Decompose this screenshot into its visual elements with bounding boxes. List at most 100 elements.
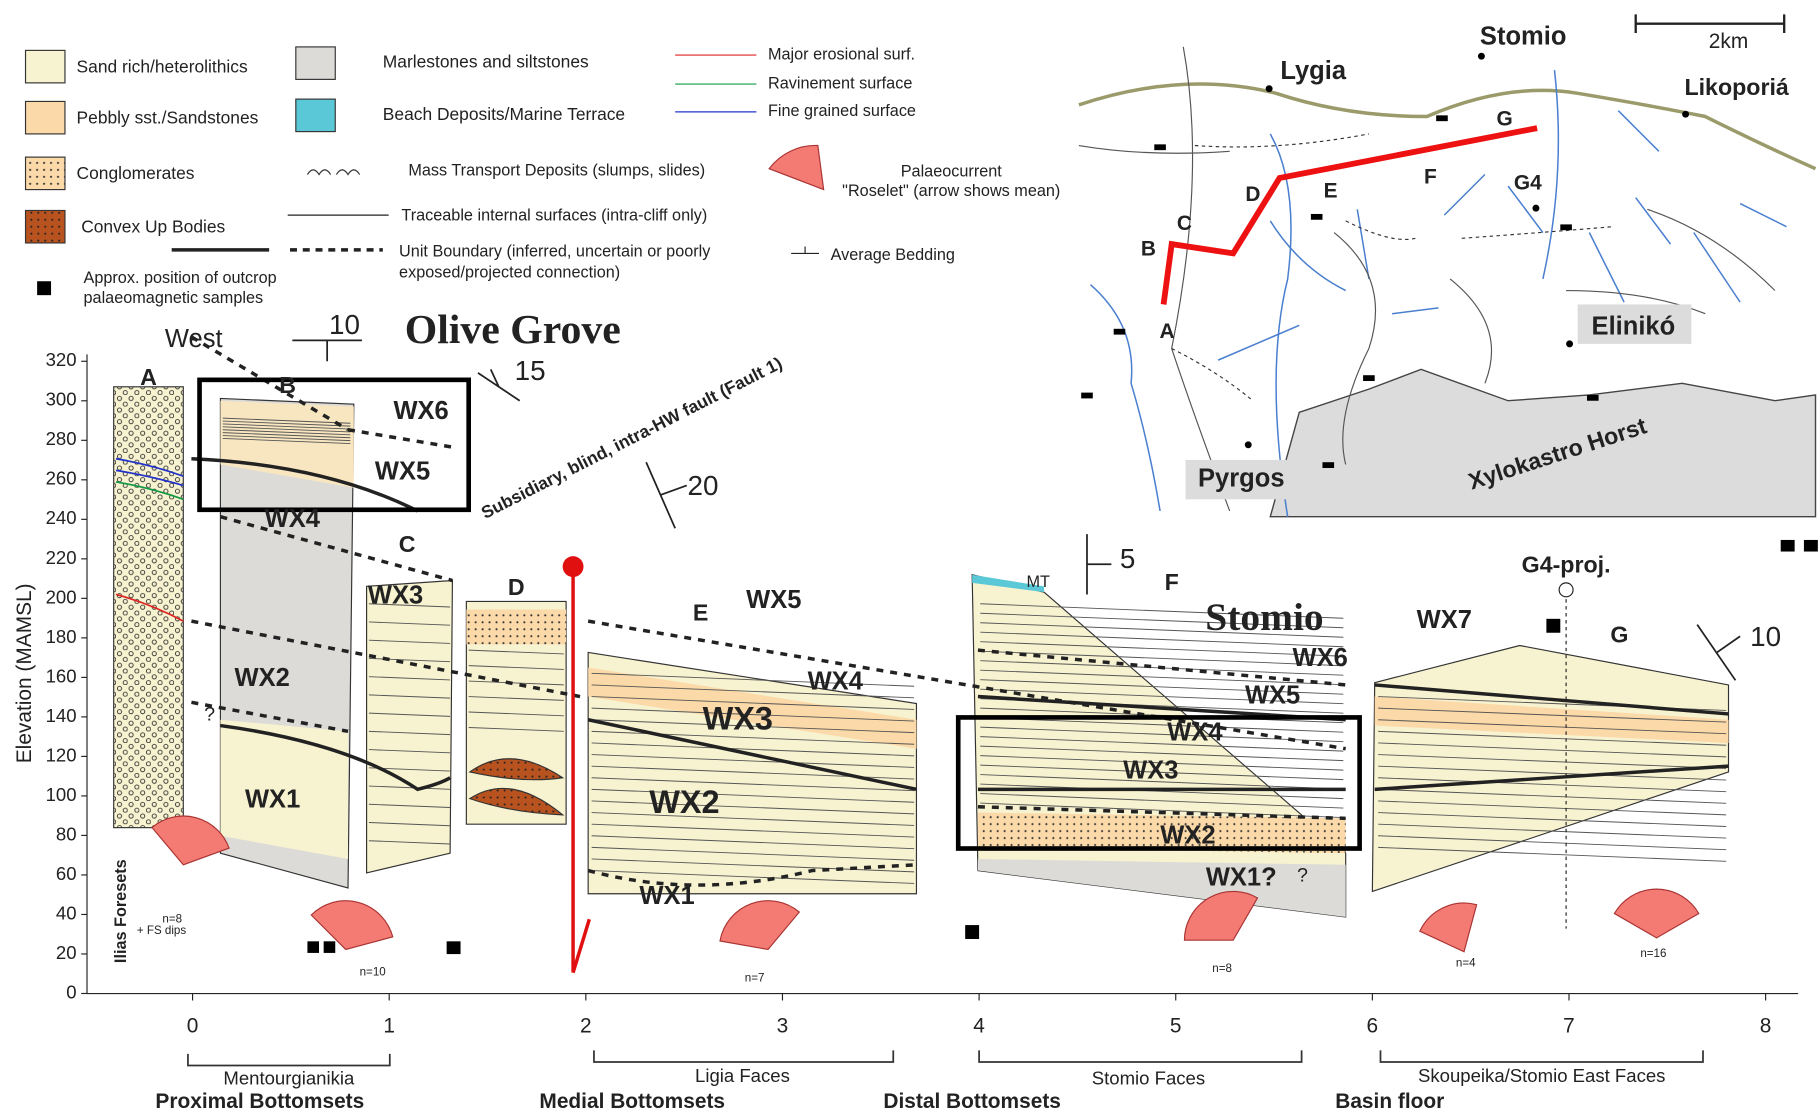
x-tick-label: 5 — [1170, 1015, 1182, 1038]
unit-label: WX1 — [639, 882, 694, 910]
y-tick-label: 200 — [46, 586, 77, 607]
roselet — [311, 901, 393, 950]
label: Average Bedding — [831, 246, 955, 264]
legend-symbol — [769, 145, 824, 189]
label: Traceable internal surfaces (intra-cliff… — [401, 207, 707, 225]
y-tick-label: 280 — [46, 428, 77, 449]
label: Ravinement surface — [768, 74, 912, 92]
roselet-label: n=16 — [1640, 947, 1666, 960]
roselet — [1184, 891, 1257, 940]
y-tick-label: 40 — [56, 902, 77, 923]
x-tick-label: 1 — [383, 1015, 395, 1038]
zone-label: Medial Bottomsets — [539, 1090, 725, 1113]
roselet — [1420, 903, 1477, 952]
label: Ilias Foresets — [112, 859, 130, 963]
legend-swatch — [26, 210, 65, 242]
site-label: E — [1324, 179, 1338, 202]
place-label: Lygia — [1280, 57, 1347, 85]
label: ? — [1297, 865, 1308, 887]
place-label: Pyrgos — [1198, 464, 1285, 492]
roselet-label: n=8 — [1212, 962, 1232, 975]
label: Pebbly sst./Sandstones — [77, 107, 259, 127]
y-tick-label: 180 — [46, 626, 77, 647]
unit-label: WX5 — [1245, 681, 1300, 709]
title: Stomio — [1205, 595, 1323, 639]
label: exposed/projected connection) — [399, 263, 620, 281]
legend-swatch — [26, 101, 65, 133]
label: Mass Transport Deposits (slumps, slides) — [408, 161, 705, 179]
log-label: C — [399, 531, 416, 557]
x-tick-label: 8 — [1760, 1015, 1772, 1038]
y-tick-label: 260 — [46, 468, 77, 489]
dip-label: 5 — [1120, 543, 1135, 574]
unit-label: WX2 — [649, 784, 719, 820]
y-tick-label: 220 — [46, 547, 77, 568]
site-label: D — [1245, 183, 1260, 206]
label: Fine grained surface — [768, 102, 916, 120]
y-tick-label: 60 — [56, 863, 77, 884]
label: G4-proj. — [1522, 552, 1611, 578]
face-label: Ligia Faces — [695, 1065, 790, 1086]
x-tick-label: 4 — [973, 1015, 985, 1038]
unit-label: WX5 — [746, 586, 801, 614]
label: Major erosional surf. — [768, 45, 915, 63]
unit-label: WX3 — [703, 700, 773, 736]
log-label: B — [279, 372, 296, 398]
y-tick-label: 20 — [56, 942, 77, 963]
face-label: Skoupeika/Stomio East Faces — [1418, 1065, 1665, 1086]
place-label: Stomio — [1480, 22, 1566, 50]
dip-label: 10 — [329, 309, 360, 340]
label: Approx. position of outcrop — [84, 269, 277, 287]
label: MT — [1027, 573, 1051, 591]
unit-label: WX6 — [1293, 644, 1348, 672]
roselet-label: n=10 — [360, 966, 386, 979]
site-label: F — [1424, 166, 1437, 189]
roselet-label: n=4 — [1456, 956, 1476, 969]
x-tick-label: 2 — [580, 1015, 592, 1038]
label: Convex Up Bodies — [81, 216, 225, 236]
y-tick-label: 80 — [56, 823, 77, 844]
x-tick-label: 7 — [1563, 1015, 1575, 1038]
unit-label: WX3 — [368, 582, 423, 610]
place-label: Likoporiá — [1684, 74, 1788, 100]
zone-label: Basin floor — [1335, 1090, 1444, 1113]
zone-label: Proximal Bottomsets — [155, 1090, 364, 1113]
label: + FS dips — [137, 924, 186, 937]
legend-swatch — [37, 281, 51, 295]
unit-label: WX4 — [1167, 718, 1223, 746]
site-label: B — [1141, 237, 1156, 260]
title: Olive Grove — [405, 307, 621, 353]
site-label: G4 — [1514, 171, 1542, 194]
x-tick-label: 6 — [1367, 1015, 1379, 1038]
unit-label: WX6 — [393, 397, 448, 425]
axis-title: Elevation (MAMSL) — [13, 583, 36, 763]
unit-label: WX2 — [235, 664, 290, 692]
unit-label: WX1? — [1206, 863, 1277, 891]
label: Beach Deposits/Marine Terrace — [383, 104, 625, 124]
y-tick-label: 320 — [46, 349, 77, 370]
site-label: A — [1159, 320, 1174, 343]
label: "Roselet" (arrow shows mean) — [842, 182, 1060, 200]
y-tick-label: 160 — [46, 665, 77, 686]
label: Palaeocurrent — [901, 162, 1003, 180]
roselet — [1614, 889, 1698, 938]
x-tick-label: 0 — [187, 1015, 199, 1038]
unit-label: WX2 — [1160, 822, 1215, 850]
unit-label: WX4 — [808, 667, 864, 695]
y-tick-label: 140 — [46, 705, 77, 726]
dip-label: 15 — [515, 355, 546, 386]
unit-label: WX3 — [1123, 757, 1178, 785]
y-tick-label: 300 — [46, 389, 77, 410]
label: Marlestones and siltstones — [383, 52, 589, 72]
legend-symbol — [307, 170, 359, 175]
legend-symbol — [791, 246, 819, 253]
face-label: Mentourgianikia — [223, 1067, 355, 1088]
label: Conglomerates — [77, 163, 195, 183]
zone-label: Distal Bottomsets — [883, 1090, 1060, 1113]
y-tick-label: 100 — [46, 784, 77, 805]
label: Unit Boundary (inferred, uncertain or po… — [399, 243, 711, 261]
place-label: Elinikó — [1592, 312, 1676, 340]
unit-label: WX7 — [1417, 606, 1472, 634]
roselet-label: n=7 — [745, 972, 765, 985]
y-tick-label: 240 — [46, 507, 77, 528]
